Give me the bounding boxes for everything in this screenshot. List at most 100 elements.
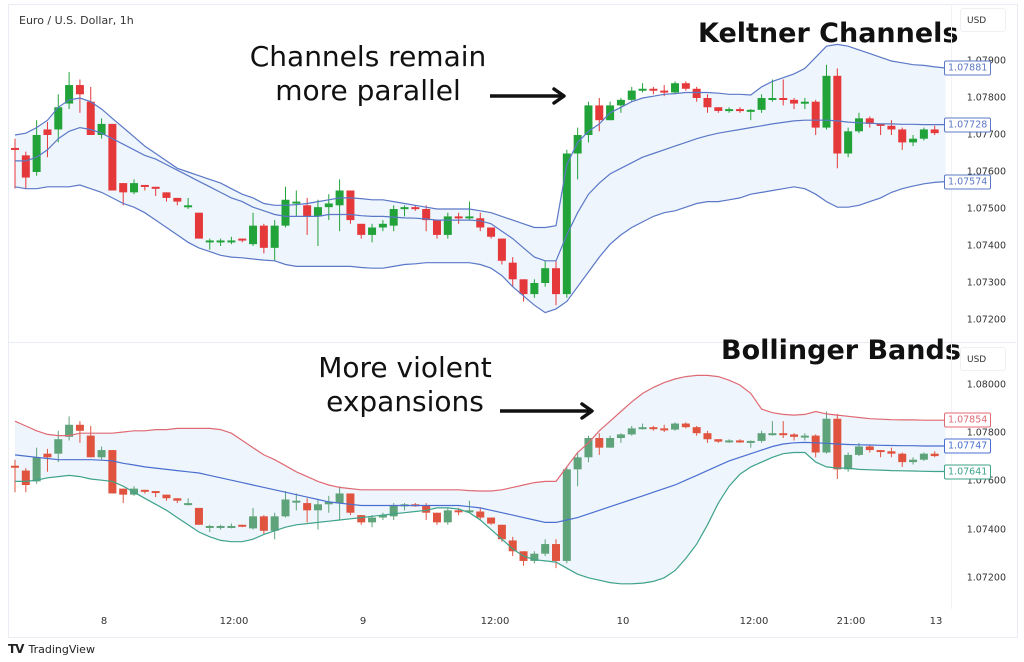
candle-body — [519, 279, 528, 295]
candle-body — [11, 465, 19, 468]
candle-body — [616, 99, 625, 106]
bollinger-upper-line — [14, 374, 946, 492]
candle-body — [357, 223, 366, 235]
bollinger-bands-panel[interactable]: More violent expansions Bollinger Bands … — [8, 335, 1016, 609]
candle-body — [887, 125, 896, 130]
keltner-upper-line — [14, 43, 946, 229]
candle-body — [411, 207, 420, 210]
keltner-channels-panel[interactable]: Euro / U.S. Dollar, 1h Channels remain m… — [8, 4, 1016, 342]
candle-body — [487, 227, 496, 237]
candle-body — [790, 434, 799, 437]
candle-body — [703, 433, 712, 440]
candle-body — [595, 438, 604, 448]
candle-body — [930, 453, 939, 457]
candle-body — [335, 493, 344, 504]
candle-body — [735, 109, 744, 112]
candle-body — [238, 238, 247, 241]
candle-body — [649, 427, 658, 430]
candle-body — [21, 155, 30, 178]
candle-body — [389, 505, 398, 517]
candle-body — [173, 498, 182, 501]
candle-body — [714, 439, 723, 442]
candle-body — [930, 129, 939, 134]
candle-body — [681, 83, 690, 89]
candle-body — [216, 525, 225, 528]
candle-body — [616, 434, 625, 439]
price-tick-label: 1.07800 — [966, 92, 1006, 104]
time-axis[interactable]: 8 12:00 9 12:00 10 12:00 21:00 13 — [8, 608, 1016, 636]
candle-body — [259, 516, 268, 531]
candle-body — [811, 101, 820, 128]
price-axis[interactable]: USD 1.079001.078001.077001.076001.075001… — [944, 4, 1016, 342]
candle-body — [476, 218, 485, 228]
currency-button[interactable]: USD — [960, 347, 1006, 371]
candle-body — [919, 129, 928, 139]
candle-body — [768, 98, 777, 100]
time-tick-label: 10 — [616, 616, 630, 627]
candle-body — [227, 525, 236, 528]
bollinger-chart-plot[interactable] — [8, 343, 952, 609]
price-tick-label: 1.08000 — [966, 379, 1006, 391]
candle-body — [432, 220, 441, 235]
annotation-line: More violent — [318, 351, 492, 384]
candle-body — [898, 129, 907, 143]
bollinger-fill — [15, 375, 946, 584]
candle-body — [725, 109, 734, 112]
candle-body — [249, 225, 258, 245]
price-axis[interactable]: USD 1.08000 1.07800 1.07600 1.07400 1.07200 1… — [944, 343, 1016, 609]
candle-body — [443, 510, 452, 523]
candle-body — [292, 201, 301, 204]
candle-body — [140, 489, 149, 492]
candle-body — [422, 505, 431, 513]
candle-body — [65, 424, 74, 437]
candle-body — [573, 457, 582, 470]
candle-body — [151, 491, 160, 494]
candle-body — [32, 457, 41, 482]
candle-body — [638, 427, 647, 430]
candle-body — [649, 88, 658, 91]
candle-body — [346, 493, 355, 513]
candle-body — [671, 83, 680, 93]
candle-body — [584, 105, 593, 135]
time-tick-label: 12:00 — [739, 616, 769, 627]
candle-body — [854, 446, 863, 455]
candle-body — [238, 524, 247, 527]
price-tick-label: 1.07500 — [966, 203, 1006, 215]
candle-body — [249, 516, 258, 529]
candle-body — [595, 105, 604, 121]
candle-body — [292, 500, 301, 503]
candle-body — [530, 283, 539, 295]
candle-body — [919, 453, 928, 460]
lower-price-tag: 1.07574 — [944, 174, 992, 190]
candle-body — [65, 85, 74, 104]
currency-button[interactable]: USD — [960, 8, 1006, 32]
candle-body — [552, 268, 560, 295]
candle-body — [43, 129, 52, 135]
time-tick-label: 13 — [929, 616, 943, 627]
time-tick-label: 9 — [359, 616, 367, 627]
candle-body — [400, 207, 409, 210]
candle-body — [909, 459, 918, 463]
tradingview-brand[interactable]: TV TradingView — [8, 642, 95, 656]
candle-body — [86, 435, 95, 458]
candle-body — [865, 446, 874, 451]
candle-body — [768, 433, 777, 436]
candle-body — [151, 186, 160, 189]
middle-price-tag: 1.07728 — [944, 117, 992, 133]
candle-body — [357, 515, 366, 523]
keltner-chart-plot[interactable] — [8, 4, 952, 342]
candle-body — [681, 423, 690, 428]
symbol-label: Euro / U.S. Dollar, 1h — [19, 14, 134, 27]
candle-body — [108, 123, 117, 191]
candle-body — [313, 207, 322, 217]
bollinger-lower-line — [15, 451, 946, 585]
candle-body — [432, 512, 441, 523]
price-tick-label: 1.07700 — [966, 129, 1006, 141]
candle-body — [530, 553, 539, 561]
brand-name: TradingView — [28, 642, 95, 656]
candle-body — [119, 183, 128, 193]
candle-body — [162, 494, 171, 499]
candle-body — [303, 205, 312, 217]
candle-body — [368, 227, 377, 235]
candle-body — [422, 209, 431, 221]
